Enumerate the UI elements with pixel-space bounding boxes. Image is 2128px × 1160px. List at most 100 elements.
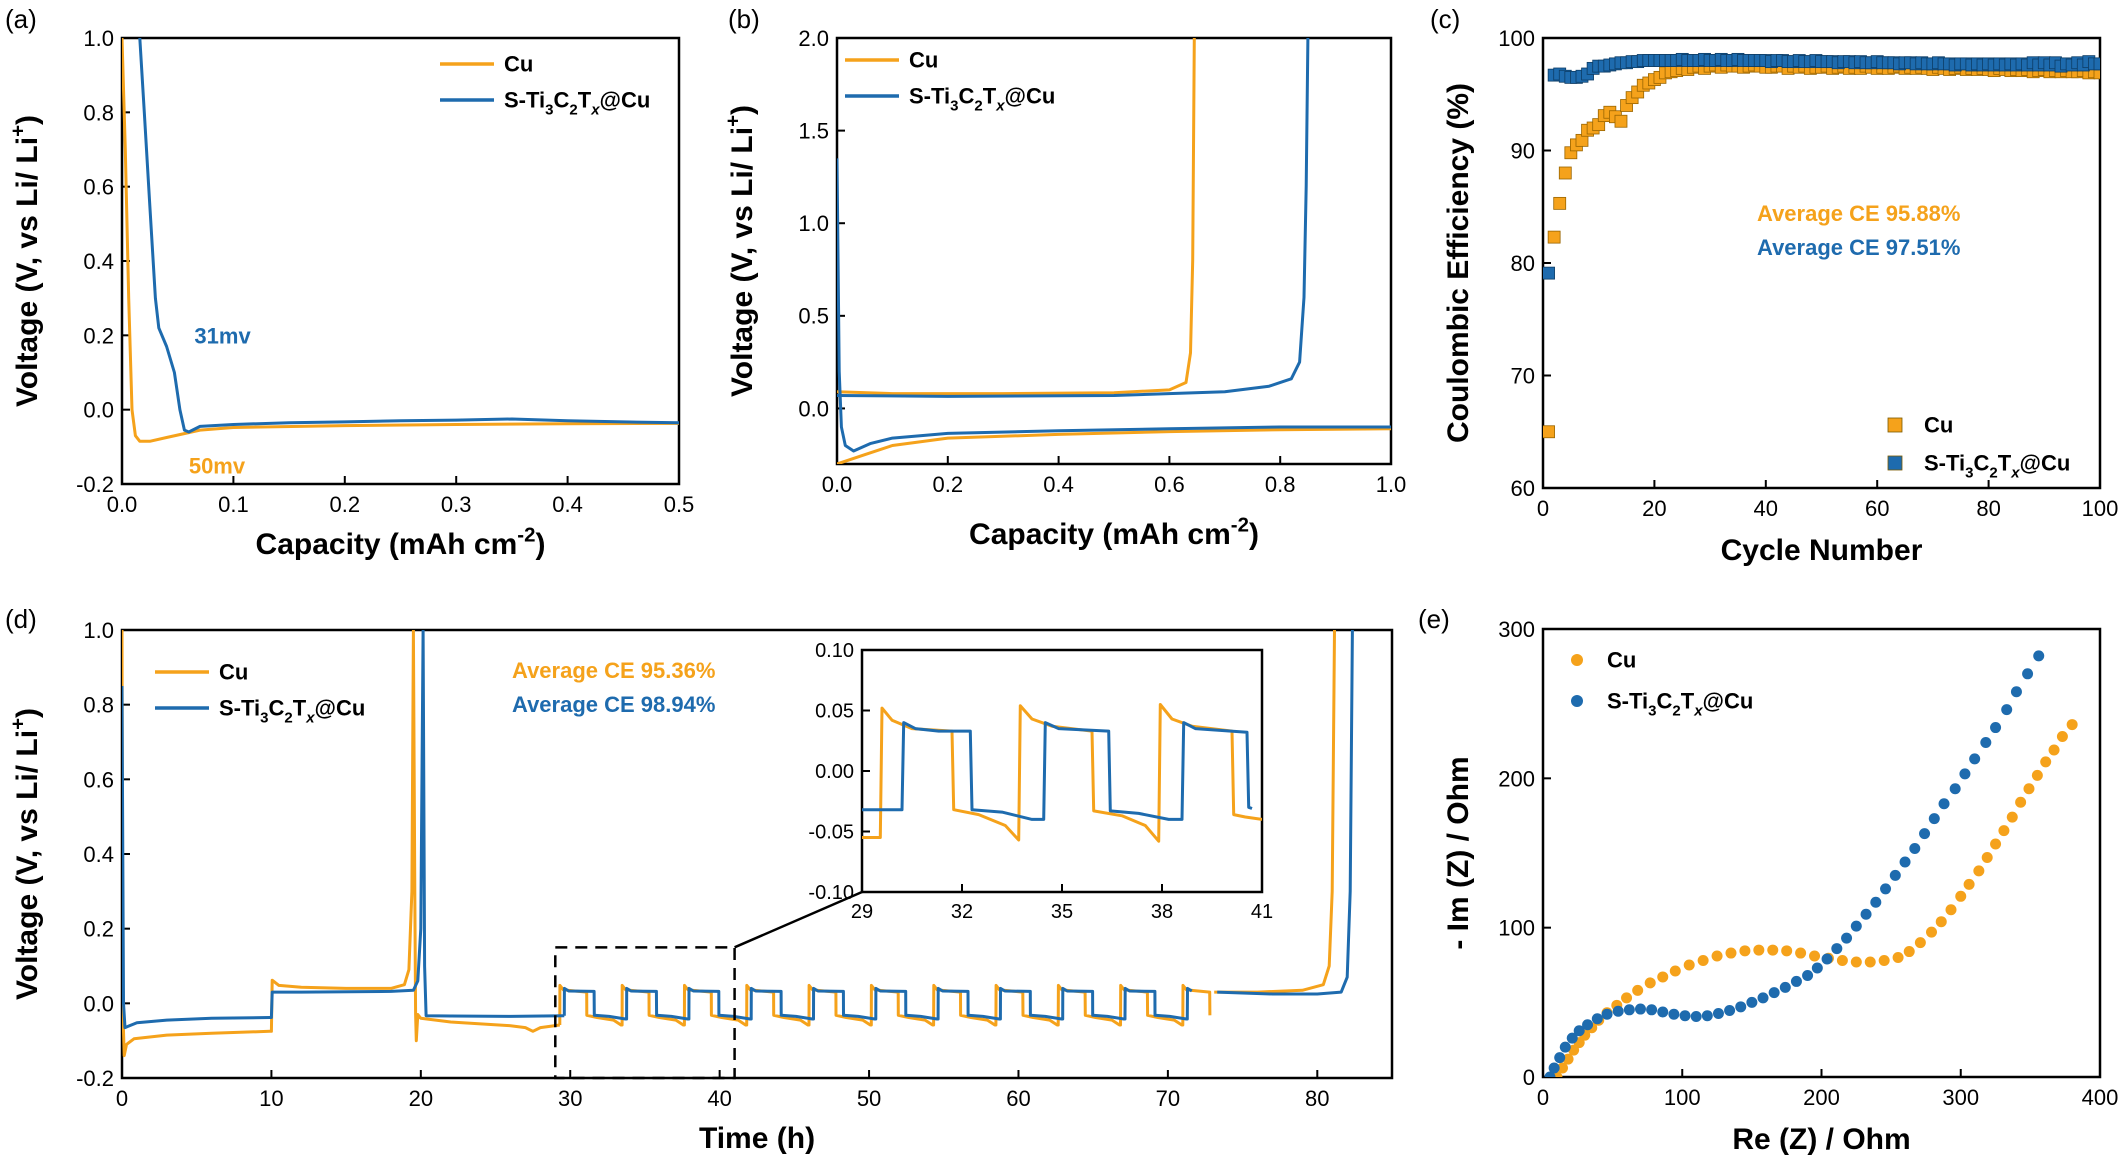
- legend-marker: [1887, 417, 1903, 433]
- annotation: Average CE 95.88%: [1757, 201, 1960, 226]
- text-run: -2: [1231, 515, 1249, 537]
- legend-marker: [1571, 695, 1583, 707]
- x-tick-label: 0: [1537, 496, 1549, 521]
- text-run: Cu: [219, 660, 248, 685]
- data-point: [1614, 114, 1628, 128]
- series-line: [138, 38, 679, 434]
- series-line: [862, 721, 1253, 821]
- text-run: T: [1681, 689, 1695, 714]
- text-run: Cu: [1607, 648, 1636, 673]
- y-tick-label: 0.05: [815, 701, 854, 723]
- y-tick-label: 90: [1511, 138, 1535, 163]
- series-line: [837, 427, 1391, 464]
- x-tick-label: 41: [1251, 901, 1273, 923]
- x-tick-label: 0.8: [1265, 472, 1296, 497]
- data-point: [1990, 838, 2002, 850]
- text-run: Voltage (V, vs Li/ Li: [11, 137, 44, 407]
- panel-label: (b): [728, 4, 760, 34]
- data-point: [1860, 908, 1872, 920]
- series-line: [562, 986, 1193, 1021]
- panel-label: (c): [1430, 4, 1460, 34]
- text-run: 3: [1648, 703, 1656, 720]
- legend-marker: [1571, 654, 1583, 666]
- text-run: 2: [1989, 465, 1997, 482]
- text-run: ): [1249, 518, 1259, 551]
- y-axis-label: Voltage (V, vs Li/ Li+): [8, 708, 45, 1000]
- data-point: [1841, 932, 1853, 944]
- data-point: [1601, 1008, 1613, 1020]
- series-line: [122, 38, 679, 443]
- x-tick-label: 29: [851, 901, 873, 923]
- data-point: [1811, 962, 1823, 974]
- x-tick-label: 40: [1754, 496, 1778, 521]
- text-run: C: [269, 696, 285, 721]
- panel-label: (e): [1418, 604, 1450, 634]
- data-point: [1553, 196, 1567, 210]
- panel-e: 0 100 200 300 400 0 100 200 300 Re (Z) / Ohm - Im …: [1418, 604, 2118, 1156]
- series-line: [837, 158, 1391, 453]
- y-tick-label: 0.5: [798, 304, 829, 329]
- y-tick-label: 1.0: [83, 26, 114, 51]
- data-point: [1802, 969, 1814, 981]
- y-tick-label: 1.5: [798, 119, 829, 144]
- data-point: [1981, 851, 1993, 863]
- x-tick-label: 35: [1051, 901, 1073, 923]
- annotation: 50mv: [189, 453, 246, 478]
- text-run: x: [590, 102, 600, 119]
- data-point: [1612, 1005, 1624, 1017]
- x-tick-label: 0: [1537, 1085, 1549, 1110]
- y-axis-label: Voltage (V, vs Li/ Li+): [8, 115, 45, 407]
- data-point: [2056, 731, 2068, 743]
- plot-frame: [860, 648, 1264, 894]
- text-run: Cu: [504, 52, 533, 77]
- y-tick-label: -0.2: [76, 472, 114, 497]
- x-tick-label: 0.2: [330, 492, 361, 517]
- text-run: Ti: [526, 88, 545, 113]
- x-tick-label: 10: [259, 1086, 283, 1111]
- y-tick-label: 100: [1498, 26, 1535, 51]
- data-point: [1998, 825, 2010, 837]
- x-tick-label: 80: [1305, 1086, 1329, 1111]
- text-run: @Cu: [1703, 689, 1754, 714]
- x-tick-label: 60: [1865, 496, 1889, 521]
- data-point: [1566, 1032, 1578, 1044]
- panel-label: (d): [5, 604, 37, 634]
- text-run: Time (h): [699, 1122, 815, 1155]
- legend-label: Cu: [504, 52, 533, 77]
- text-run: Ti: [241, 696, 260, 721]
- plot-frame: [120, 628, 1394, 1080]
- text-run: C: [959, 84, 975, 109]
- x-axis-label: Capacity (mAh cm-2): [969, 515, 1259, 552]
- y-tick-label: -0.10: [808, 882, 854, 904]
- text-run: Voltage (V, vs Li/ Li: [11, 730, 44, 1000]
- y-tick-label: 1.0: [83, 618, 114, 643]
- data-point: [2031, 769, 2043, 781]
- legend-label: Cu: [1924, 413, 1953, 438]
- text-run: 3: [260, 710, 268, 727]
- text-run: +: [8, 125, 30, 137]
- text-run: x: [1693, 703, 1703, 720]
- x-tick-label: 40: [707, 1086, 731, 1111]
- y-tick-label: 0.10: [815, 640, 854, 662]
- data-point: [2033, 650, 2045, 662]
- text-run: @Cu: [1005, 84, 1056, 109]
- text-run: @Cu: [2020, 451, 2071, 476]
- text-run: S-: [1607, 689, 1629, 714]
- data-point: [2093, 57, 2100, 71]
- text-run: Ti: [1946, 451, 1965, 476]
- data-point: [1779, 981, 1791, 993]
- y-tick-label: 80: [1511, 251, 1535, 276]
- data-point: [1621, 992, 1633, 1004]
- x-tick-label: 0.3: [441, 492, 472, 517]
- data-point: [1955, 890, 1967, 902]
- data-point: [1632, 984, 1644, 996]
- y-tick-label: 0.2: [83, 323, 114, 348]
- text-run: Capacity (mAh cm: [256, 528, 518, 561]
- data-point: [1926, 926, 1938, 938]
- x-tick-label: 1.0: [1376, 472, 1407, 497]
- panel-d-inset: 29 32 35 38 41 -0.10 -0.05 0.00 0.05 0.10: [808, 640, 1273, 923]
- text-run: 2: [569, 102, 577, 119]
- text-run: Cycle Number: [1721, 534, 1923, 567]
- annotation: Average CE 97.51%: [1757, 235, 1960, 260]
- x-tick-label: 200: [1803, 1085, 1840, 1110]
